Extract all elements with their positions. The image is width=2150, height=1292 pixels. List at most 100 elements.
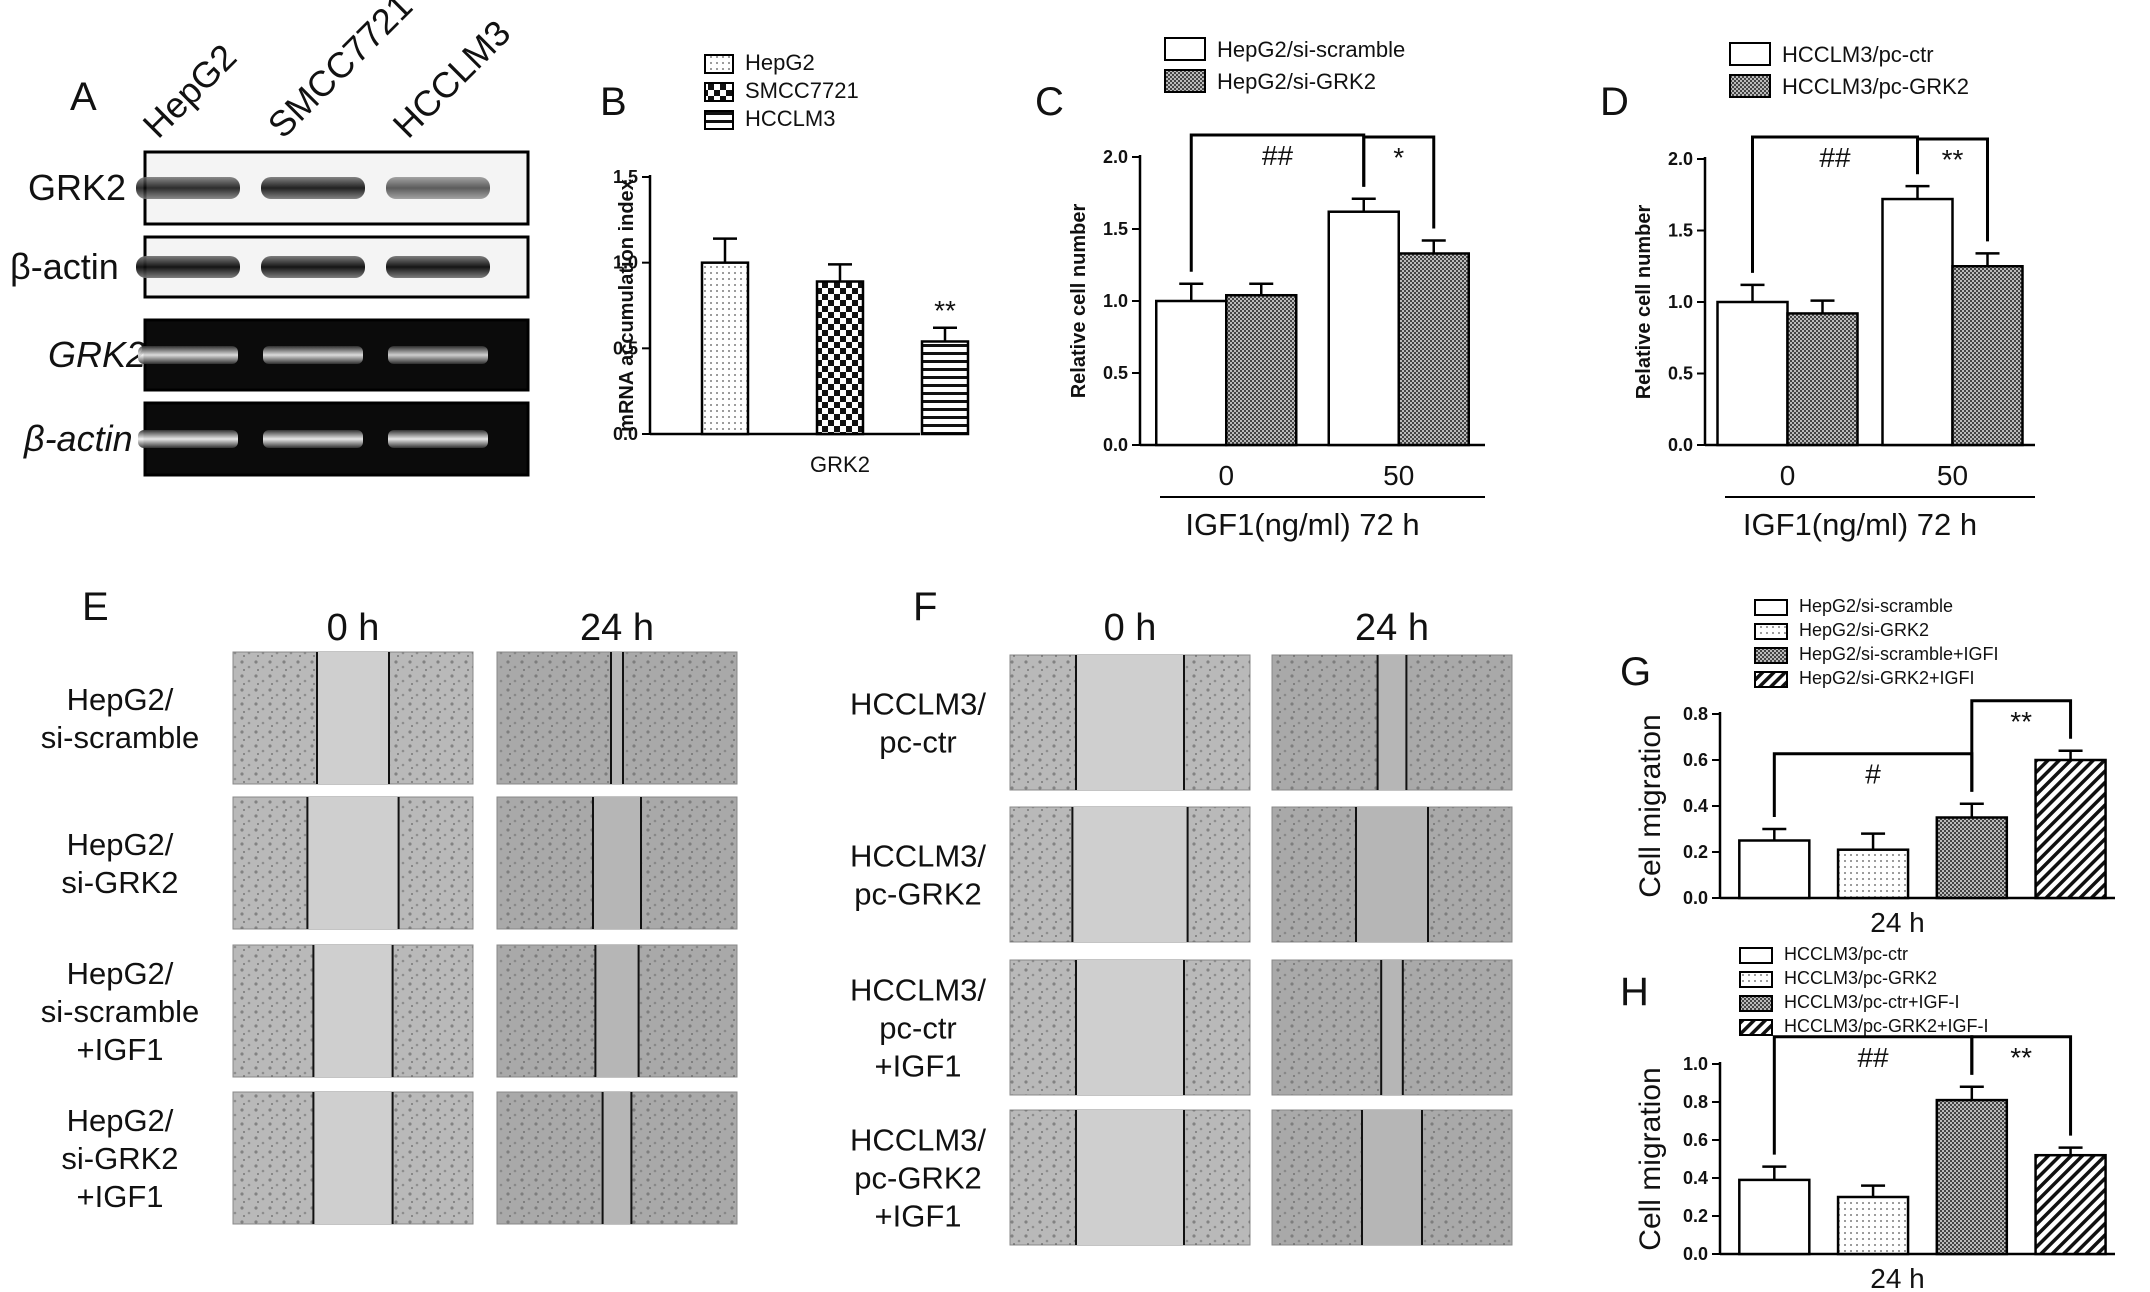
legend-swatch [1729,74,1771,98]
chart-g: G HepG2/si-scramble HepG2/si-GRK2 HepG2/si-… [1620,596,2115,938]
panel-letter: C [1035,80,1064,124]
x-axis-label: IGF1(ng/ml) 72 h [1743,507,1977,542]
chart-h: H HCCLM3/pc-ctr HCCLM3/pc-GRK2 HCCLM3/pc-ct… [1620,944,2115,1292]
legend-label: HepG2 [745,50,815,75]
condition-label: HCCLM3/ [850,839,986,874]
bar [1935,816,2009,900]
significance-bracket [1362,135,1436,229]
x-category-label: GRK2 [810,452,870,477]
western-band [386,177,490,199]
y-tick-label: 0.2 [1683,842,1708,862]
legend-label: HepG2/si-GRK2 [1217,69,1376,94]
y-tick-label: 1.5 [1668,221,1693,241]
panel-letter: G [1620,650,1651,694]
condition-label: pc-GRK2 [854,1161,981,1196]
legend-label: HCCLM3/pc-GRK2 [1782,74,1969,99]
y-tick-label: 0.4 [1683,796,1708,816]
y-tick-label: 2.0 [1668,149,1693,169]
bar [1327,210,1400,447]
legend-swatch [1739,1019,1773,1036]
bar [815,280,865,436]
legend-swatch [1739,971,1773,988]
condition-label: +IGF1 [874,1049,961,1084]
legend-label: SMCC7721 [745,78,859,103]
x-category-label: 50 [1937,460,1968,491]
scratch-gap [611,652,623,784]
y-axis-label: Relative cell number [1633,205,1655,400]
legend-label: HCCLM3/pc-ctr [1782,42,1934,67]
pcr-band [263,430,363,448]
significance-mark: ** [934,295,956,326]
y-tick-label: 0.5 [1668,364,1693,384]
x-axis-label: 24 h [1870,907,1925,938]
significance-mark: ## [1819,142,1851,173]
legend-swatch [1754,671,1788,688]
legend-swatch [1729,42,1771,66]
y-tick-label: 0.5 [1103,363,1128,383]
scratch-gap [602,1092,632,1224]
legend-label: HepG2/si-GRK2 [1799,620,1929,640]
western-band [136,177,240,199]
timepoint-label: 24 h [580,607,654,649]
condition-label: si-scramble [41,720,199,755]
condition-label: si-GRK2 [61,865,178,900]
timepoint-label: 0 h [327,607,380,649]
x-axis-label: 24 h [1870,1263,1925,1292]
legend-label: HepG2/si-GRK2+IGFI [1799,668,1975,688]
bar [2034,758,2107,900]
bar [1881,197,1954,447]
condition-label: HCCLM3/ [850,1123,986,1158]
condition-label: +IGF1 [874,1199,961,1234]
legend-label: HCCLM3/pc-GRK2+IGF-I [1784,1016,1989,1036]
bar [1951,265,2024,447]
significance-mark: ** [1942,144,1964,175]
panel-letter: F [913,585,937,629]
scratch-gap [313,1092,393,1224]
blot-row-label: GRK2 [28,167,126,208]
x-category-label: 50 [1383,460,1414,491]
legend-swatch [1754,599,1788,616]
western-band [386,256,490,278]
condition-label: +IGF1 [76,1032,163,1067]
significance-bracket [1970,1035,2073,1136]
y-tick-label: 1.5 [1103,219,1128,239]
pcr-band [263,346,363,364]
scratch-gap [1076,960,1184,1095]
significance-bracket [1916,137,1989,242]
scratch-gap [1072,807,1188,942]
legend-swatch [1164,37,1206,61]
lane-label: HepG2 [135,36,245,146]
pcr-band [138,430,238,448]
y-tick-label: 0.0 [1103,435,1128,455]
condition-label: HepG2/ [67,827,174,862]
legend-swatch [704,82,734,102]
western-band [136,256,240,278]
legend-label: HCCLM3 [745,106,835,131]
x-category-label: 0 [1780,460,1796,491]
scratch-gap [1381,960,1403,1095]
lane-label: HCCLM3 [385,12,519,146]
y-tick-label: 0.4 [1683,1168,1708,1188]
significance-mark: ## [1857,1042,1889,1073]
panel-letter: H [1620,970,1649,1014]
condition-label: pc-ctr [879,725,957,760]
bar [1738,1178,1811,1256]
y-tick-label: 0.8 [1683,704,1708,724]
significance-mark: ** [2010,1042,2032,1073]
panel-letter: E [82,585,109,629]
bar [1155,299,1228,447]
y-tick-label: 0.0 [1683,888,1708,908]
y-axis-label: mRNA accumulation index [616,179,638,432]
scratch-gap [317,652,389,784]
bar [1836,848,1910,900]
y-tick-label: 1.0 [613,253,638,273]
significance-mark: * [1393,142,1404,173]
condition-label: pc-GRK2 [854,877,981,912]
timepoint-label: 24 h [1355,607,1429,649]
bar [2034,1153,2107,1256]
legend-label: HCCLM3/pc-ctr+IGF-I [1784,992,1960,1012]
